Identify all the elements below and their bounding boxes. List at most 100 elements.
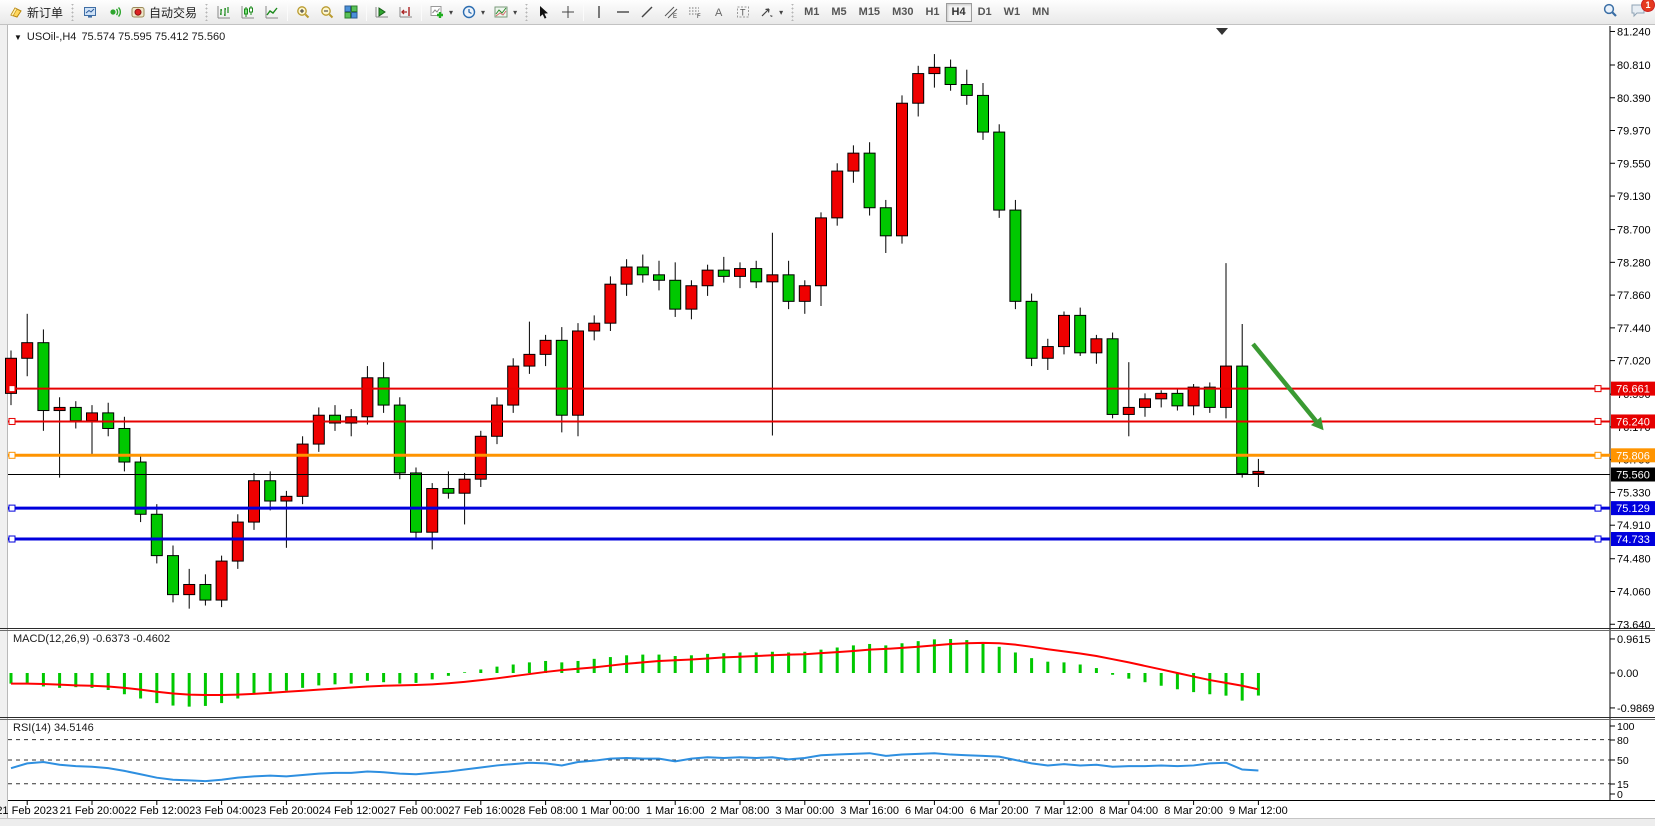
timeframe-button-M30[interactable]: M30 bbox=[892, 6, 914, 18]
toolbar-separator bbox=[366, 3, 368, 21]
candle-up bbox=[312, 414, 325, 445]
signals-icon bbox=[106, 4, 122, 20]
templates-dropdown-caret[interactable]: ▾ bbox=[513, 7, 518, 17]
text-label-button[interactable]: T bbox=[731, 2, 755, 23]
timeframe-button-H4[interactable]: H4 bbox=[945, 2, 972, 22]
timeframe-button-M1[interactable]: M1 bbox=[804, 6, 820, 18]
price-tick-label: 74.060 bbox=[1617, 587, 1651, 599]
price-tick-label: 77.440 bbox=[1617, 323, 1651, 335]
candle-up bbox=[798, 285, 811, 302]
zoom-in-button[interactable] bbox=[291, 2, 315, 23]
indicators-dropdown-caret[interactable]: ▾ bbox=[449, 7, 454, 17]
svg-text:E: E bbox=[673, 14, 677, 20]
indicators-button[interactable]: ▾ bbox=[425, 2, 457, 23]
fibonacci-button[interactable]: F bbox=[683, 2, 707, 23]
candle-up bbox=[248, 480, 260, 523]
text-button[interactable]: A bbox=[707, 2, 731, 23]
candle-down bbox=[750, 268, 763, 283]
zoom-in-icon bbox=[295, 4, 311, 20]
cursor-icon bbox=[536, 4, 552, 20]
time-tick-label: 22 Feb 12:00 bbox=[124, 805, 189, 817]
crosshair-button[interactable] bbox=[556, 2, 580, 23]
rsi-scale-label: 100 bbox=[1617, 721, 1635, 733]
trendline-button[interactable] bbox=[635, 2, 659, 23]
candle-up bbox=[1220, 365, 1232, 408]
candle-down bbox=[879, 207, 892, 237]
auto-scroll-button[interactable] bbox=[370, 2, 394, 23]
periods-button[interactable]: ▾ bbox=[457, 2, 489, 23]
timeframe-button-M5[interactable]: M5 bbox=[831, 6, 847, 18]
periods-dropdown-caret[interactable]: ▾ bbox=[481, 7, 486, 17]
candle-up bbox=[86, 412, 98, 422]
time-tick-label: 23 Feb 20:00 bbox=[254, 805, 319, 817]
timeframe-button-D1[interactable]: D1 bbox=[977, 6, 992, 18]
bar-chart-button[interactable] bbox=[212, 2, 236, 23]
timeframe-button-W1[interactable]: W1 bbox=[1003, 6, 1021, 18]
new-order-button[interactable]: 新订单 bbox=[4, 2, 67, 23]
tile-windows-button[interactable] bbox=[339, 2, 363, 23]
svg-text:A: A bbox=[715, 7, 723, 19]
autotrade-button[interactable]: 自动交易 bbox=[126, 2, 201, 23]
macd-signal-line bbox=[11, 641, 1259, 696]
candlestick-chart-button[interactable] bbox=[236, 2, 260, 23]
price-tick-label: 81.240 bbox=[1617, 26, 1651, 38]
candle-up bbox=[766, 274, 779, 283]
vertical-line-button[interactable] bbox=[587, 2, 611, 23]
rsi-label: RSI(14) 34.5146 bbox=[13, 722, 94, 734]
toolbar-grip bbox=[70, 3, 76, 21]
zoom-out-button[interactable] bbox=[315, 2, 339, 23]
arrows-icon bbox=[759, 4, 775, 20]
search-icon[interactable] bbox=[1602, 2, 1619, 24]
price-tick-label: 78.280 bbox=[1617, 257, 1651, 269]
equidistant-channel-button[interactable]: E bbox=[659, 2, 683, 23]
time-tick-label: 8 Mar 04:00 bbox=[1099, 805, 1158, 817]
line-handle bbox=[8, 417, 16, 425]
line-handle bbox=[1594, 451, 1602, 459]
candle-down bbox=[37, 342, 50, 412]
chart-shift-button[interactable] bbox=[394, 2, 418, 23]
time-axis: 21 Feb 2023 21 Feb 20:00 22 Feb 12:00 23 Fe… bbox=[0, 800, 1288, 817]
time-tick-label: 21 Feb 20:00 bbox=[60, 805, 125, 817]
candle-up bbox=[296, 443, 309, 497]
status-strip bbox=[0, 818, 1655, 826]
templates-button[interactable]: ▾ bbox=[489, 2, 521, 23]
time-tick-label: 24 Feb 12:00 bbox=[319, 805, 384, 817]
candle-up bbox=[426, 488, 439, 533]
quick-trade-caret-icon[interactable]: ▼ bbox=[14, 32, 22, 42]
candle-up bbox=[604, 283, 617, 324]
templates-icon bbox=[493, 4, 509, 20]
timeframe-button-M15[interactable]: M15 bbox=[858, 6, 881, 18]
toolbar-grip bbox=[790, 3, 796, 21]
rsi-scale-label: 80 bbox=[1617, 735, 1629, 747]
rsi-scale-label: 50 bbox=[1617, 755, 1629, 767]
arrows-dropdown-caret[interactable]: ▾ bbox=[779, 7, 784, 17]
candle-up bbox=[912, 73, 925, 104]
line-handle bbox=[1594, 385, 1602, 393]
candle-up bbox=[474, 435, 487, 480]
time-tick-label: 7 Mar 12:00 bbox=[1035, 805, 1094, 817]
price-tick-label: 80.810 bbox=[1617, 60, 1651, 72]
horizontal-line-button[interactable] bbox=[611, 2, 635, 23]
cursor-button[interactable] bbox=[532, 2, 556, 23]
arrow-shaft[interactable] bbox=[1251, 342, 1318, 423]
chart-shift-marker-icon[interactable] bbox=[1216, 28, 1228, 35]
arrows-button[interactable]: ▾ bbox=[755, 2, 787, 23]
candle-down bbox=[960, 84, 973, 96]
candle-down bbox=[555, 339, 568, 416]
macd-label: MACD(12,26,9) -0.6373 -0.4602 bbox=[13, 633, 171, 645]
candle-up bbox=[928, 66, 941, 75]
timeframe-button-MN[interactable]: MN bbox=[1032, 6, 1050, 18]
price-badge bbox=[1611, 532, 1655, 547]
market-watch-button[interactable] bbox=[78, 2, 102, 23]
price-badge bbox=[1611, 414, 1655, 429]
toolbar-separator bbox=[287, 3, 289, 21]
candle-up bbox=[572, 330, 584, 416]
macd-scale-label: 0.9615 bbox=[1617, 634, 1651, 646]
timeframe-button-H1[interactable]: H1 bbox=[925, 6, 940, 18]
crosshair-icon bbox=[560, 4, 576, 20]
line-chart-button[interactable] bbox=[260, 2, 284, 23]
line-handle bbox=[8, 451, 16, 459]
signals-button[interactable] bbox=[102, 2, 126, 23]
candle-down bbox=[1025, 300, 1038, 359]
